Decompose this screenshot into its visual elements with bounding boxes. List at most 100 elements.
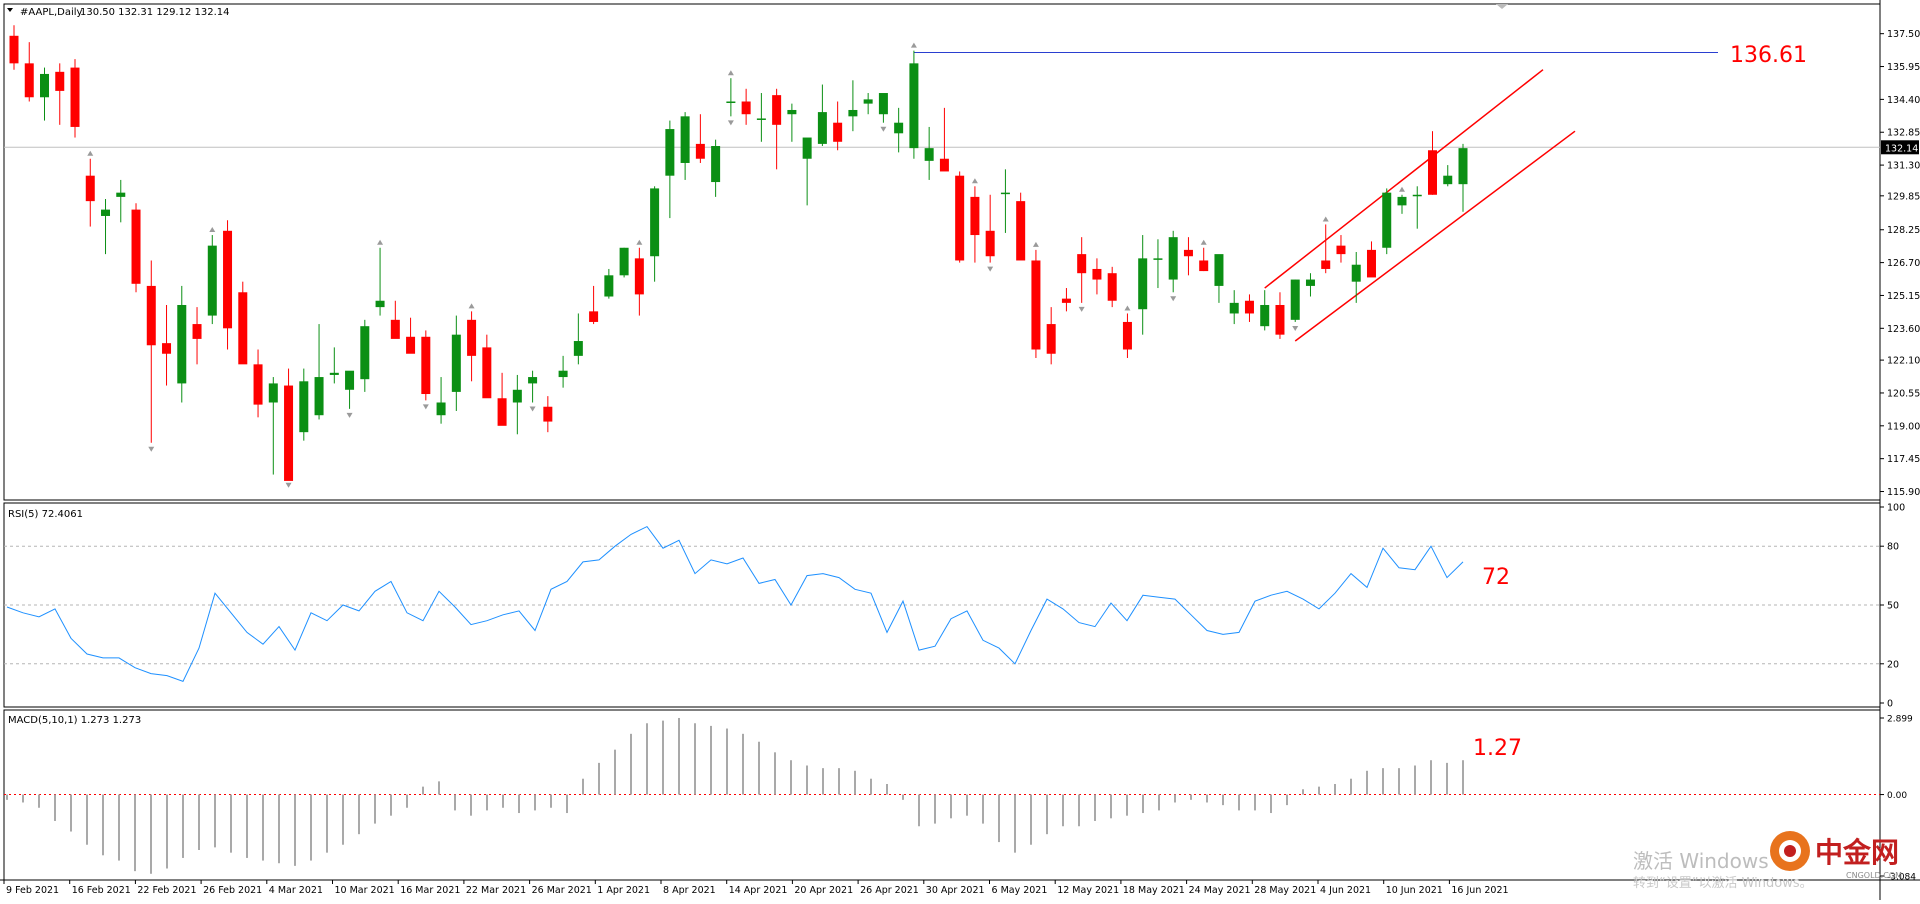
candle-bearish (1199, 260, 1209, 272)
time-tick-label: 9 Feb 2021 (6, 885, 59, 896)
candle-bearish (970, 196, 980, 236)
macd-tick-label: -3.084 (1887, 873, 1916, 883)
candle-bullish (894, 122, 904, 134)
candle-bullish (1229, 302, 1239, 314)
candle-bearish (1016, 201, 1026, 261)
candle-bearish (131, 209, 141, 284)
candle-bullish (512, 389, 522, 403)
fractal-up-marker (636, 239, 643, 245)
fractal-down-marker (346, 412, 353, 418)
candle-bullish (436, 402, 446, 416)
candle-bearish (833, 122, 843, 142)
candle-bullish (40, 73, 50, 98)
chart-menu-icon[interactable] (7, 8, 13, 12)
price-tick-label: 137.50 (1887, 29, 1920, 40)
candle-bullish (1153, 258, 1163, 260)
candle-bearish (1275, 304, 1285, 335)
time-tick-label: 26 Mar 2021 (532, 885, 592, 896)
fractal-up-marker (1398, 186, 1405, 192)
candle-bearish (497, 398, 507, 426)
candle-bullish (665, 129, 675, 176)
time-tick-label: 26 Apr 2021 (860, 885, 919, 896)
fractal-down-marker (529, 406, 536, 412)
candle-bullish (619, 247, 629, 276)
fractal-up-marker (468, 303, 475, 309)
candle-bullish (1382, 192, 1392, 248)
fractal-up-marker (1032, 241, 1039, 247)
candle-bearish (1244, 300, 1254, 314)
candle-bullish (924, 148, 934, 161)
last-price-label: 132.14 (1885, 143, 1918, 154)
candle-bearish (772, 95, 782, 125)
candle-bearish (192, 324, 202, 339)
candle-bearish (55, 71, 65, 91)
candle-bearish (284, 385, 294, 481)
resistance-annotation: 136.61 (1730, 43, 1807, 68)
last-price-badge (1881, 140, 1919, 155)
chart-shift-marker-icon (1496, 4, 1508, 9)
candle-bullish (345, 370, 355, 390)
candle-bearish (1092, 268, 1102, 280)
fractal-up-marker (209, 227, 216, 233)
macd-tick-label: 0.00 (1887, 791, 1907, 801)
candle-bullish (268, 383, 278, 403)
rsi-tick-label: 20 (1887, 659, 1899, 670)
candle-bullish (1351, 264, 1361, 282)
candle-bearish (634, 258, 644, 295)
candle-bullish (1168, 237, 1178, 280)
candle-bullish (1443, 175, 1453, 185)
candle-bullish (1412, 194, 1422, 197)
price-tick-label: 125.15 (1887, 291, 1920, 302)
candle-bearish (955, 175, 965, 261)
fractal-down-marker (1292, 325, 1299, 331)
candle-bullish (573, 341, 583, 356)
time-tick-label: 8 Apr 2021 (663, 885, 716, 896)
rsi-tick-label: 100 (1887, 503, 1905, 514)
candle-bullish (1305, 279, 1315, 286)
time-tick-label: 18 May 2021 (1123, 885, 1185, 896)
time-tick-label: 16 Mar 2021 (400, 885, 460, 896)
candle-bearish (482, 347, 492, 399)
candle-bearish (146, 285, 156, 346)
candle-bullish (1138, 258, 1148, 310)
time-tick-label: 28 May 2021 (1254, 885, 1316, 896)
fractal-up-marker (727, 70, 734, 76)
rsi-line (6, 525, 1464, 683)
candle-bullish (604, 275, 614, 297)
candle-bearish (162, 343, 172, 354)
fractal-up-marker (1322, 216, 1329, 222)
price-tick-label: 135.95 (1887, 62, 1920, 73)
time-tick-label: 6 May 2021 (992, 885, 1048, 896)
price-tick-label: 123.60 (1887, 324, 1920, 335)
price-tick-label: 117.45 (1887, 454, 1920, 465)
fractal-down-marker (422, 404, 429, 410)
time-tick-label: 22 Feb 2021 (137, 885, 196, 896)
fractal-up-marker (971, 178, 978, 184)
candle-bullish (680, 116, 690, 163)
candle-bearish (695, 143, 705, 159)
channel-lower-line (1294, 130, 1576, 342)
price-tick-label: 129.85 (1887, 191, 1920, 202)
fractal-down-marker (148, 446, 155, 452)
candle-bullish (756, 118, 766, 120)
candle-bullish (558, 370, 568, 378)
rsi-tick-label: 50 (1887, 601, 1899, 612)
logo-text: 中金网 (1815, 836, 1899, 869)
candle-bullish (817, 112, 827, 144)
candle-bearish (421, 336, 431, 395)
candle-bullish (329, 372, 339, 375)
candle-bearish (390, 319, 400, 339)
candle-bullish (314, 377, 324, 416)
time-tick-label: 20 Apr 2021 (794, 885, 853, 896)
candle-bullish (528, 377, 538, 384)
candle-bullish (650, 188, 660, 257)
fractal-down-marker (285, 482, 292, 488)
fractal-up-marker (377, 239, 384, 245)
candle-bearish (543, 406, 553, 422)
candle-bearish (939, 158, 949, 172)
candle-bullish (375, 300, 385, 308)
candle-bearish (85, 175, 95, 202)
candle-bearish (238, 292, 248, 365)
